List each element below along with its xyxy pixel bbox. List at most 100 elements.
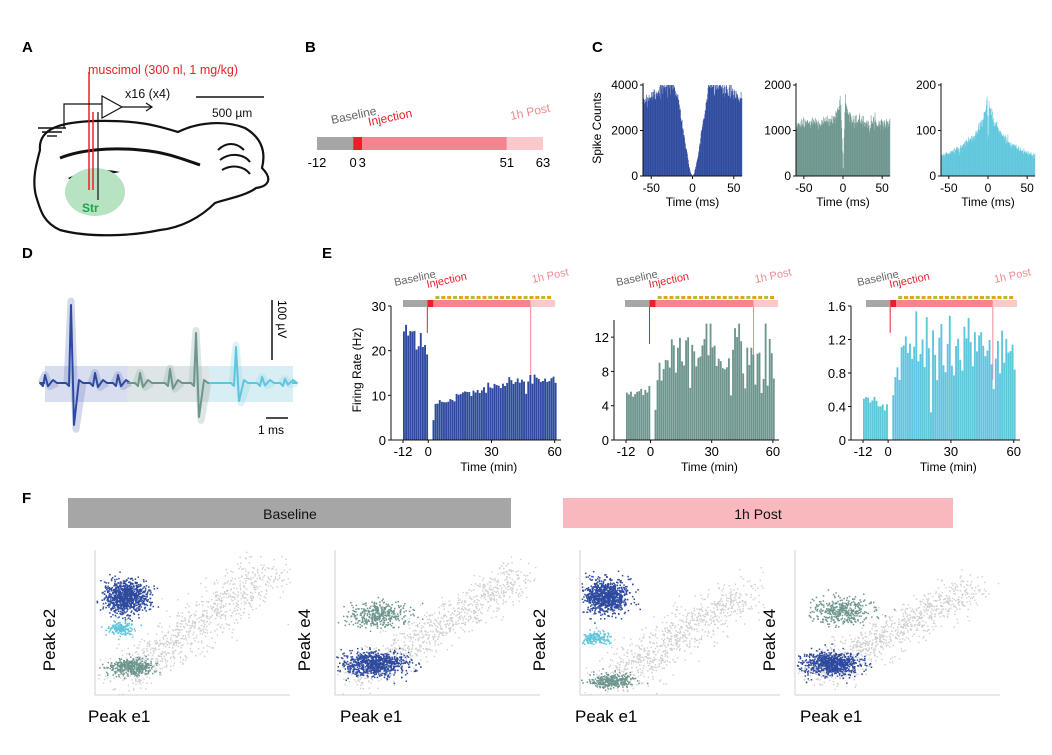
scatter-point (257, 568, 259, 571)
acg-bar (799, 126, 800, 176)
rate-bar (453, 401, 456, 440)
rate-bar (695, 366, 698, 440)
acg-bar (866, 120, 867, 176)
scatter-point (214, 641, 216, 644)
rate-xlabel: Time (min) (460, 460, 517, 474)
scatter-point (457, 594, 460, 596)
acg-bar (725, 93, 726, 176)
acg-bar (833, 124, 834, 176)
scatter-point (114, 575, 116, 578)
rate-timeline-baseline (866, 300, 891, 307)
scatter-point (136, 675, 138, 678)
scatter-point (442, 631, 444, 633)
scatter-point (390, 651, 392, 653)
scatter-point (451, 612, 454, 614)
scatter-point (129, 578, 132, 580)
scatter-point (186, 624, 188, 626)
scatter-point (379, 667, 382, 669)
acg-bar (871, 122, 873, 176)
scatter-point (219, 615, 221, 618)
scatter-point (238, 568, 240, 570)
acg-bar (698, 152, 699, 176)
acg-bar (853, 119, 855, 176)
scatter-point (186, 642, 189, 645)
rate-timeline-marker (710, 296, 715, 299)
acg-bar (825, 121, 826, 176)
scatter-point (108, 606, 110, 608)
scatter-point (151, 601, 154, 604)
scatter-point (177, 642, 180, 644)
scatter-point (126, 591, 128, 593)
rate-bar (506, 382, 509, 440)
scatter-point (161, 652, 163, 655)
timeline-tick-label: -12 (308, 155, 327, 170)
scatter-point (120, 671, 122, 674)
scatter-point (463, 601, 466, 603)
scatter-point (281, 571, 283, 574)
acg-bar (663, 85, 664, 176)
scatter-point (188, 621, 190, 624)
scatter-point (124, 597, 127, 600)
scatter-point (348, 681, 351, 683)
scatter-point (420, 627, 423, 629)
scatter-point (121, 587, 123, 590)
scatter-point (155, 669, 158, 672)
acg-bar (823, 116, 825, 176)
scatter-point (408, 660, 411, 663)
scatter-point (217, 594, 219, 597)
scatter-point (138, 671, 140, 673)
acg-bar (1014, 144, 1015, 176)
scatter-point (217, 608, 220, 611)
scatter-point (519, 584, 521, 587)
scatter-point (395, 654, 398, 656)
rate-bar (959, 359, 962, 440)
scatter-point (218, 623, 220, 625)
scatter-point (462, 622, 464, 624)
scatter-point (420, 666, 422, 668)
scatter-point (141, 599, 143, 602)
acg-bar (1007, 140, 1008, 176)
scatter-point (216, 634, 219, 636)
scatter-point (432, 638, 435, 641)
scatter-point (119, 621, 121, 624)
scatter-point (504, 591, 506, 594)
acg-bar (657, 93, 659, 176)
scatter-point (105, 675, 107, 678)
scatter-point (239, 608, 242, 610)
scatter-point (135, 594, 138, 597)
scatter-point (411, 661, 414, 664)
acg-bar (849, 115, 851, 176)
acg-x-tick-label: -50 (940, 181, 958, 195)
scatter-point (344, 683, 346, 686)
scatter-point (126, 672, 128, 675)
scatter-point (121, 598, 123, 600)
scatter-point (102, 606, 105, 608)
scatter-point (117, 604, 119, 606)
acg-bar (817, 125, 819, 176)
rate-bar (687, 337, 690, 440)
scatter-point (476, 598, 479, 601)
scatter-point (524, 578, 527, 580)
scatter-point (349, 671, 352, 673)
scatter-point (178, 634, 180, 637)
scatter-point (219, 626, 222, 628)
scatter-point (365, 659, 367, 662)
acg-bar (964, 141, 965, 176)
scatter-point (494, 586, 497, 589)
scatter-point (225, 593, 228, 595)
scatter-point (230, 580, 232, 582)
rate-bar (697, 357, 700, 440)
scatter-point (210, 631, 212, 633)
scatter-point (392, 660, 394, 662)
scatter-point (177, 625, 179, 628)
scatter-point (470, 611, 472, 613)
scatter-point (180, 650, 183, 653)
rate-bar (1013, 369, 1016, 440)
scatter-point (133, 673, 135, 675)
scatter-point (177, 633, 179, 636)
scatter-point (449, 616, 452, 619)
scatter-point (112, 589, 115, 591)
scatter-point (188, 636, 190, 638)
scatter-point (123, 661, 125, 664)
scatter-point (124, 630, 127, 632)
